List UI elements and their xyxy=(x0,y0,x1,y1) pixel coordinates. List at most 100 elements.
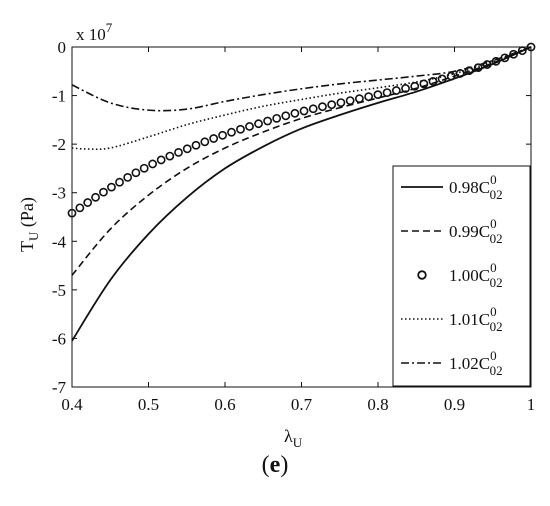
y-axis-label-unit: (Pa) xyxy=(17,197,38,232)
legend-label-coef: 1.00C xyxy=(449,266,490,285)
legend-label: 0.98C0 02 xyxy=(449,172,503,202)
legend-label-coef: 0.99C xyxy=(449,222,490,241)
series-marker xyxy=(107,182,116,192)
legend-box xyxy=(392,165,531,387)
series-marker xyxy=(115,177,124,187)
x-tick-labels: 0.4 0.5 0.6 0.7 0.8 0.9 1 xyxy=(61,395,535,414)
series-marker xyxy=(156,155,166,165)
series-marker xyxy=(67,208,77,218)
series-marker xyxy=(299,106,309,116)
legend-swatch xyxy=(417,270,427,280)
series-marker xyxy=(83,198,93,207)
caption-open: ( xyxy=(261,452,270,478)
x-axis-label-sub: U xyxy=(293,435,303,450)
legend-label-sub: 02 xyxy=(490,187,503,202)
series-marker xyxy=(245,122,254,131)
series-marker xyxy=(364,92,374,102)
y-tick-label: -2 xyxy=(52,135,66,154)
series-marker xyxy=(227,127,236,137)
legend-label-coef: 1.01C xyxy=(449,310,490,329)
series-3-line xyxy=(71,46,532,151)
legend-item-1: 0.99C0 02 xyxy=(401,216,503,246)
x-axis-label: λU xyxy=(284,426,303,450)
y-tick-label: -6 xyxy=(52,329,66,348)
x-tick-label: 0.9 xyxy=(444,395,465,414)
y-axis-label: TU (Pa) xyxy=(17,197,41,252)
series-marker xyxy=(131,168,141,178)
series-marker xyxy=(191,140,201,150)
series-marker xyxy=(526,42,536,52)
x-tick-label: 0.8 xyxy=(367,395,388,414)
legend-label-sub: 02 xyxy=(490,363,503,378)
series-marker xyxy=(99,187,108,197)
x-tick-label: 0.6 xyxy=(214,395,235,414)
y-multiplier-exponent: 7 xyxy=(106,20,113,35)
series-marker xyxy=(428,77,438,86)
legend-item-2: 1.00C0 02 xyxy=(417,260,503,290)
legend-items: 0.98C0 020.99C0 021.00C0 021.01C0 021.02C0 02 xyxy=(401,172,503,378)
legend-label: 0.99C0 02 xyxy=(449,216,503,246)
legend-label-sup: 0 xyxy=(490,348,497,363)
legend-label-sub: 02 xyxy=(490,231,503,246)
legend-label-sup: 0 xyxy=(490,172,497,187)
series-marker xyxy=(336,98,346,107)
series-marker xyxy=(491,56,501,66)
series-2-markers xyxy=(67,42,536,218)
series-marker xyxy=(482,60,492,69)
y-axis-label-main: T xyxy=(17,241,37,252)
series-marker xyxy=(391,86,401,95)
legend-label-sub: 02 xyxy=(490,275,503,290)
y-tick-label: -7 xyxy=(52,378,67,397)
legend-item-4: 1.02C0 02 xyxy=(401,348,503,378)
y-tick-label: 0 xyxy=(58,38,67,57)
chart-svg: 0.4 0.5 0.6 0.7 0.8 0.9 1 0 -1 -2 -3 -4 -5 -6 -7 x 10… xyxy=(17,20,536,450)
series-marker xyxy=(345,96,355,105)
series-marker xyxy=(382,88,392,97)
caption-close: ) xyxy=(280,452,289,478)
series-marker xyxy=(272,113,282,123)
series-marker xyxy=(373,90,383,100)
series-marker xyxy=(308,104,318,114)
series-marker xyxy=(281,111,291,121)
series-marker xyxy=(410,81,420,91)
series-marker xyxy=(290,108,300,118)
caption-letter: e xyxy=(269,452,281,478)
y-tick-label: -1 xyxy=(52,87,66,106)
x-tick-label: 0.5 xyxy=(138,395,159,414)
series-marker xyxy=(354,94,364,104)
series-marker xyxy=(91,192,100,202)
series-marker xyxy=(200,137,210,147)
series-marker xyxy=(318,102,327,112)
legend-label-coef: 0.98C xyxy=(449,178,490,197)
series-marker xyxy=(236,124,245,134)
series-marker xyxy=(254,119,263,129)
series-marker xyxy=(165,151,175,161)
x-tick-label: 1 xyxy=(527,395,536,414)
legend-item-0: 0.98C0 02 xyxy=(401,172,503,202)
x-tick-label: 0.4 xyxy=(61,395,83,414)
y-tick-label: -4 xyxy=(52,232,67,251)
legend-item-3: 1.01C0 02 xyxy=(401,304,503,334)
y-axis-label-sub: U xyxy=(26,231,41,241)
series-marker xyxy=(517,46,527,56)
series-marker xyxy=(123,172,133,182)
series-marker xyxy=(182,144,192,154)
x-tick-label: 0.7 xyxy=(291,395,313,414)
y-tick-labels: 0 -1 -2 -3 -4 -5 -6 -7 xyxy=(52,38,67,397)
series-4-line xyxy=(71,46,532,112)
legend-label-sub: 02 xyxy=(490,319,503,334)
figure-caption: (e) xyxy=(0,452,550,479)
series-marker xyxy=(218,130,227,140)
legend-label-coef: 1.02C xyxy=(449,354,490,373)
series-marker xyxy=(75,203,85,213)
y-multiplier-base: x 10 xyxy=(76,25,106,44)
series-marker xyxy=(437,74,447,84)
series-marker xyxy=(263,116,272,126)
series-marker xyxy=(139,163,149,173)
y-multiplier: x 107 xyxy=(76,20,113,44)
series-marker xyxy=(327,100,337,110)
series-marker xyxy=(209,134,219,143)
x-axis-label-main: λ xyxy=(284,426,293,446)
legend-label: 1.00C0 02 xyxy=(449,260,503,290)
legend-label-sup: 0 xyxy=(490,304,497,319)
